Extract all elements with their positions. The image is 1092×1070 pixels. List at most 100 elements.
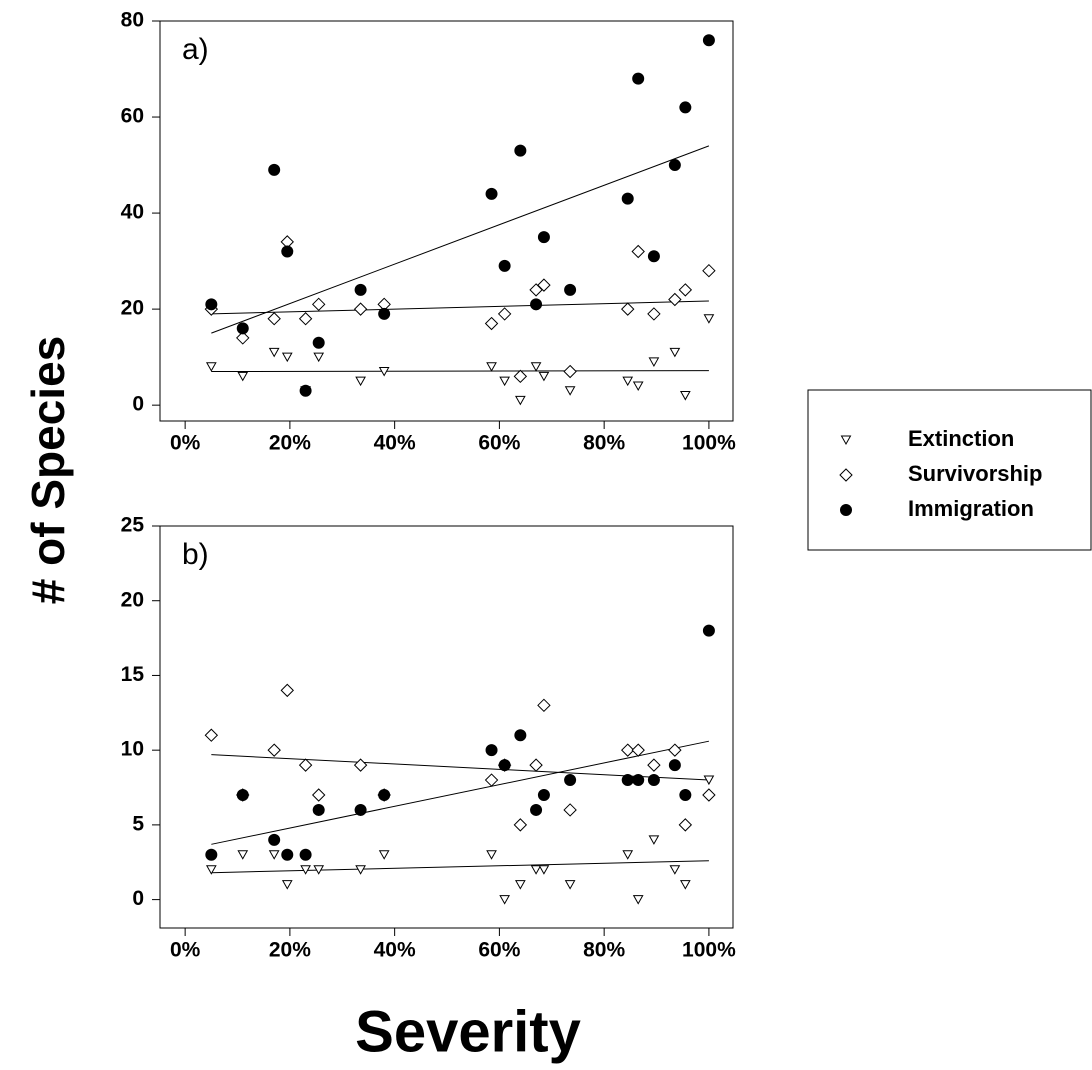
point: [647, 307, 661, 321]
point: [311, 297, 326, 312]
point: [484, 316, 499, 331]
point: [300, 865, 311, 875]
point: [702, 263, 716, 278]
point: [647, 758, 661, 772]
point: [514, 729, 527, 742]
x-tick-label: 100%: [682, 939, 736, 962]
legend-marker: [839, 468, 853, 482]
point: [268, 833, 281, 846]
point: [499, 376, 510, 387]
x-axis-label: Severity: [355, 999, 581, 1064]
point: [647, 250, 660, 263]
point: [631, 244, 645, 259]
plot-frame: [159, 20, 734, 422]
point: [530, 298, 543, 311]
y-tick-label: 60: [121, 105, 144, 128]
point: [563, 803, 577, 817]
point: [378, 788, 391, 801]
point: [268, 347, 280, 358]
point: [537, 698, 551, 713]
y-tick-label: 0: [132, 393, 144, 416]
point: [484, 773, 499, 787]
point: [354, 283, 367, 296]
y-axis-label: # of Species: [22, 336, 74, 604]
trend-line: [211, 860, 709, 874]
point: [299, 384, 312, 397]
point: [669, 347, 681, 358]
point: [498, 759, 511, 772]
point: [355, 865, 366, 875]
point: [668, 292, 682, 307]
point: [530, 865, 542, 875]
point: [668, 743, 682, 757]
point: [648, 835, 660, 845]
point: [702, 34, 715, 47]
point: [648, 357, 660, 367]
trend-line: [211, 145, 710, 334]
point: [313, 865, 325, 875]
legend-marker: [840, 504, 852, 516]
point: [485, 187, 498, 200]
x-tick-label: 80%: [583, 432, 625, 455]
panel-label: b): [182, 538, 209, 571]
x-tick-label: 100%: [682, 432, 736, 455]
point: [268, 163, 281, 176]
point: [378, 367, 390, 377]
point: [205, 362, 217, 372]
point: [564, 880, 576, 890]
point: [205, 298, 218, 311]
y-tick-label: 80: [121, 9, 144, 32]
point: [281, 352, 293, 363]
point: [564, 774, 577, 787]
trend-line: [211, 370, 709, 373]
point: [669, 865, 681, 875]
point: [621, 192, 634, 205]
point: [205, 848, 218, 861]
point: [281, 245, 294, 258]
point: [299, 848, 312, 861]
point: [353, 758, 368, 772]
point: [538, 865, 550, 875]
point: [632, 774, 645, 787]
point: [537, 788, 550, 801]
point: [514, 144, 527, 157]
point: [312, 803, 325, 816]
plot-frame: [159, 525, 734, 929]
point: [486, 850, 497, 860]
x-tick-label: 80%: [583, 939, 625, 962]
point: [537, 278, 551, 292]
point: [514, 395, 526, 406]
point: [267, 312, 281, 326]
point: [268, 850, 280, 860]
point: [355, 376, 366, 387]
trend-line: [211, 300, 709, 315]
y-tick-label: 10: [121, 738, 144, 761]
point: [205, 865, 217, 875]
point: [280, 683, 294, 698]
point: [529, 758, 543, 772]
legend-marker: [840, 435, 852, 446]
point: [621, 774, 634, 787]
point: [485, 744, 498, 757]
x-tick-label: 60%: [478, 432, 520, 455]
x-tick-label: 40%: [374, 432, 416, 455]
point: [564, 386, 576, 396]
legend-label: Survivorship: [908, 461, 1042, 486]
point: [498, 259, 511, 272]
point: [631, 743, 645, 757]
point: [702, 624, 715, 637]
legend-label: Extinction: [908, 426, 1014, 451]
point: [679, 391, 691, 401]
point: [703, 314, 715, 324]
point: [702, 788, 716, 802]
point: [353, 302, 368, 316]
point: [354, 803, 367, 816]
point: [622, 850, 634, 860]
y-tick-label: 25: [121, 514, 145, 537]
y-tick-label: 20: [121, 588, 144, 611]
point: [513, 818, 528, 832]
point: [497, 307, 512, 321]
x-tick-label: 40%: [374, 939, 416, 962]
point: [530, 803, 543, 816]
